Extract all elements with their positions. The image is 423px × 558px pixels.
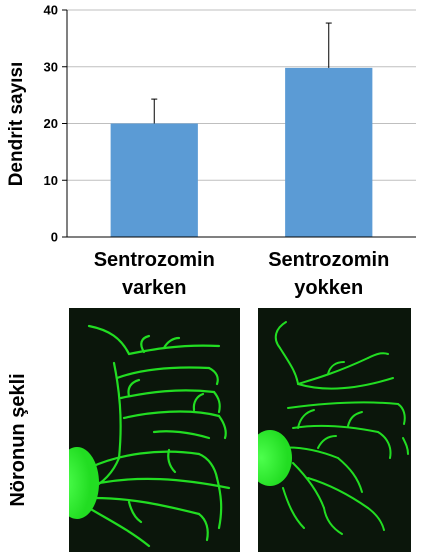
neuron-image-without-centrosome: [258, 308, 411, 552]
neuron-image-with-centrosome: [69, 308, 240, 552]
neuron-right-drawing: [258, 321, 409, 535]
y-tick-label: 40: [44, 3, 58, 18]
y-tick-label: 10: [44, 173, 58, 188]
y-tick-label: 30: [44, 59, 58, 74]
bar-1: [110, 123, 198, 237]
y-tick-label: 20: [44, 116, 58, 131]
bars: [110, 22, 373, 237]
soma-left: [69, 447, 99, 519]
category-label-1: Sentrozomin: [94, 249, 215, 271]
y-axis-label: Dendrit sayısı: [6, 62, 27, 187]
bar-chart: 0 10 20 30 40 Sentrozomin varken Sentrozomin yo…: [6, 3, 416, 299]
axes: [62, 9, 416, 238]
category-label-2: yokken: [294, 277, 363, 299]
y-tick-labels: 0 10 20 30 40: [44, 3, 58, 245]
category-label-2: Sentrozomin: [268, 249, 389, 271]
neuron-left-drawing: [69, 324, 231, 548]
category-labels: Sentrozomin varken Sentrozomin yokken: [94, 249, 390, 299]
category-label-1: varken: [122, 277, 187, 299]
bar-2: [285, 67, 373, 237]
image-row-label-text: Nöronun şekli: [7, 373, 29, 506]
soma-right: [258, 430, 292, 486]
y-tick-label: 0: [51, 230, 58, 245]
image-row-label: Nöronun şekli: [7, 373, 29, 506]
